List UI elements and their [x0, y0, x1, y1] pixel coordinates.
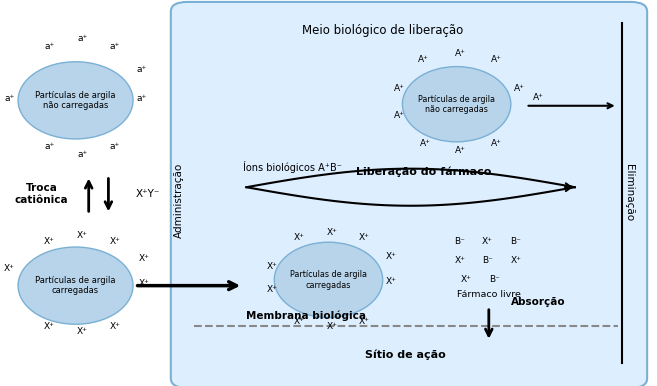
Ellipse shape — [402, 67, 510, 142]
Text: X⁺: X⁺ — [4, 264, 14, 273]
Text: X⁺Y⁻: X⁺Y⁻ — [135, 189, 160, 199]
Text: a⁺: a⁺ — [77, 150, 87, 159]
Text: Eliminação: Eliminação — [624, 164, 635, 222]
Text: Íons biológicos A⁺B⁻: Íons biológicos A⁺B⁻ — [243, 161, 342, 173]
Text: B⁻: B⁻ — [489, 275, 499, 284]
Text: A⁺: A⁺ — [455, 146, 465, 155]
Text: Troca
catiônica: Troca catiônica — [14, 183, 68, 205]
Text: X⁺: X⁺ — [359, 233, 370, 242]
Text: a⁺: a⁺ — [136, 65, 147, 74]
Text: A⁺: A⁺ — [394, 111, 405, 120]
Text: a⁺: a⁺ — [110, 142, 120, 151]
Text: X⁺: X⁺ — [359, 317, 370, 326]
Text: a⁺: a⁺ — [44, 42, 55, 51]
Ellipse shape — [275, 242, 382, 317]
Ellipse shape — [18, 247, 133, 324]
Text: X⁺: X⁺ — [327, 322, 337, 331]
Text: X⁺: X⁺ — [139, 254, 150, 263]
Text: X⁺: X⁺ — [139, 279, 150, 288]
Text: X⁺: X⁺ — [455, 256, 465, 265]
Text: Partículas de argila
carregadas: Partículas de argila carregadas — [35, 276, 116, 295]
Text: X⁺: X⁺ — [77, 231, 87, 240]
Text: a⁺: a⁺ — [136, 94, 147, 103]
Text: Liberação do fármaco: Liberação do fármaco — [356, 166, 491, 177]
Text: Partículas de argila
não carregadas: Partículas de argila não carregadas — [35, 91, 116, 110]
Text: A⁺: A⁺ — [420, 139, 431, 148]
FancyBboxPatch shape — [171, 2, 647, 386]
Text: Absorção: Absorção — [511, 297, 566, 307]
Text: B⁻: B⁻ — [482, 256, 493, 265]
Text: a⁺: a⁺ — [77, 34, 87, 43]
Text: B⁻: B⁻ — [455, 237, 465, 246]
Text: X⁺: X⁺ — [44, 322, 55, 331]
Text: X⁺: X⁺ — [327, 228, 337, 237]
Text: Sítio de ação: Sítio de ação — [365, 349, 445, 360]
Text: Membrana biológica: Membrana biológica — [246, 310, 365, 321]
Text: A⁺: A⁺ — [419, 55, 429, 64]
Text: X⁺: X⁺ — [386, 252, 396, 261]
Text: a⁺: a⁺ — [110, 42, 120, 51]
Text: Partículas de argila
carregadas: Partículas de argila carregadas — [290, 270, 367, 290]
Text: a⁺: a⁺ — [44, 142, 55, 151]
Text: A⁺: A⁺ — [491, 139, 501, 148]
Text: a⁺: a⁺ — [4, 94, 14, 103]
Text: Partículas de argila
não carregadas: Partículas de argila não carregadas — [418, 95, 495, 114]
Text: A⁺: A⁺ — [491, 55, 501, 64]
Text: X⁺: X⁺ — [267, 262, 278, 271]
Text: X⁺: X⁺ — [461, 275, 472, 284]
Text: X⁺: X⁺ — [267, 285, 278, 294]
Text: X⁺: X⁺ — [110, 322, 120, 331]
Text: A⁺: A⁺ — [533, 93, 544, 102]
Text: X⁺: X⁺ — [482, 237, 493, 246]
Text: X⁺: X⁺ — [510, 256, 521, 265]
Text: Administração: Administração — [174, 163, 185, 238]
Text: X⁺: X⁺ — [386, 277, 396, 286]
Text: X⁺: X⁺ — [110, 237, 120, 246]
Text: A⁺: A⁺ — [514, 84, 524, 93]
Text: X⁺: X⁺ — [77, 327, 87, 337]
Text: Fármaco livre: Fármaco livre — [457, 290, 521, 299]
Text: X⁺: X⁺ — [44, 237, 55, 246]
Ellipse shape — [18, 62, 133, 139]
Text: Meio biológico de liberação: Meio biológico de liberação — [302, 24, 463, 37]
Text: B⁻: B⁻ — [510, 237, 521, 246]
Text: X⁺: X⁺ — [294, 233, 304, 242]
Text: X⁺: X⁺ — [294, 317, 304, 326]
Text: A⁺: A⁺ — [394, 84, 405, 93]
Text: A⁺: A⁺ — [455, 49, 465, 58]
